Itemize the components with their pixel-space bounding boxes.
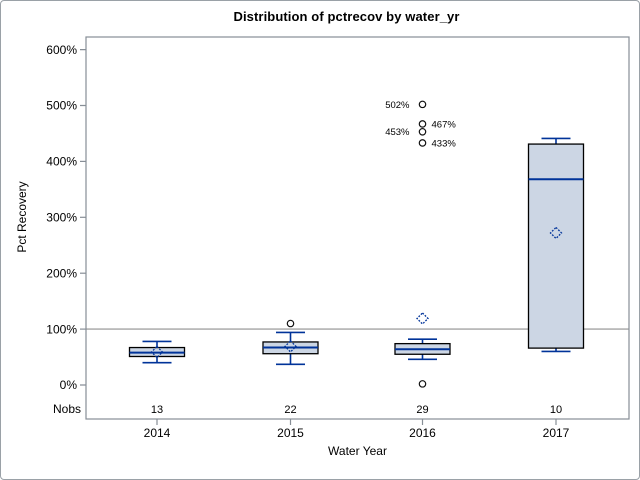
outlier-label-467: 467% bbox=[432, 119, 457, 130]
plot-frame bbox=[85, 36, 630, 420]
nobs-row-label: Nobs bbox=[52, 402, 81, 416]
y-tick-label-100: 100% bbox=[46, 322, 77, 336]
y-tick-label-300: 300% bbox=[46, 211, 77, 225]
outlier-circle-2016-453 bbox=[418, 127, 427, 136]
outlier-circle-2016-502 bbox=[418, 100, 427, 109]
nobs-value-2014: 13 bbox=[151, 404, 163, 416]
y-tick-label-0: 0% bbox=[60, 378, 78, 392]
y-tick-label-200: 200% bbox=[46, 266, 77, 280]
mean-diamond-2014 bbox=[150, 345, 164, 359]
outlier-circle-2015-110 bbox=[286, 319, 295, 328]
nobs-value-2017: 10 bbox=[550, 404, 562, 416]
x-tick-label-2016: 2016 bbox=[409, 426, 436, 440]
outlier-label-502: 502% bbox=[385, 100, 410, 111]
outlier-circle-2016-433 bbox=[418, 139, 427, 147]
outlier-label-433: 433% bbox=[432, 138, 457, 149]
chart-title: Distribution of pctrecov by water_yr bbox=[233, 9, 460, 24]
mean-diamond-2017 bbox=[549, 226, 563, 240]
x-tick-label-2014: 2014 bbox=[144, 426, 171, 440]
outlier-circle-2016-2 bbox=[418, 380, 427, 388]
nobs-value-2016: 29 bbox=[416, 404, 428, 416]
x-tick-label-2017: 2017 bbox=[543, 426, 570, 440]
box-2017 bbox=[527, 143, 585, 349]
mean-diamond-2015 bbox=[284, 340, 297, 353]
nobs-value-2015: 22 bbox=[284, 404, 296, 416]
outlier-label-453: 453% bbox=[385, 127, 410, 138]
y-tick-label-400: 400% bbox=[46, 155, 77, 169]
outlier-circle-2016-467 bbox=[418, 120, 427, 128]
y-tick-label-600: 600% bbox=[46, 43, 77, 57]
x-axis-label: Water Year bbox=[328, 444, 387, 458]
y-tick-label-500: 500% bbox=[46, 99, 77, 113]
mean-diamond-2016 bbox=[416, 312, 429, 325]
x-tick-label-2015: 2015 bbox=[277, 426, 304, 440]
